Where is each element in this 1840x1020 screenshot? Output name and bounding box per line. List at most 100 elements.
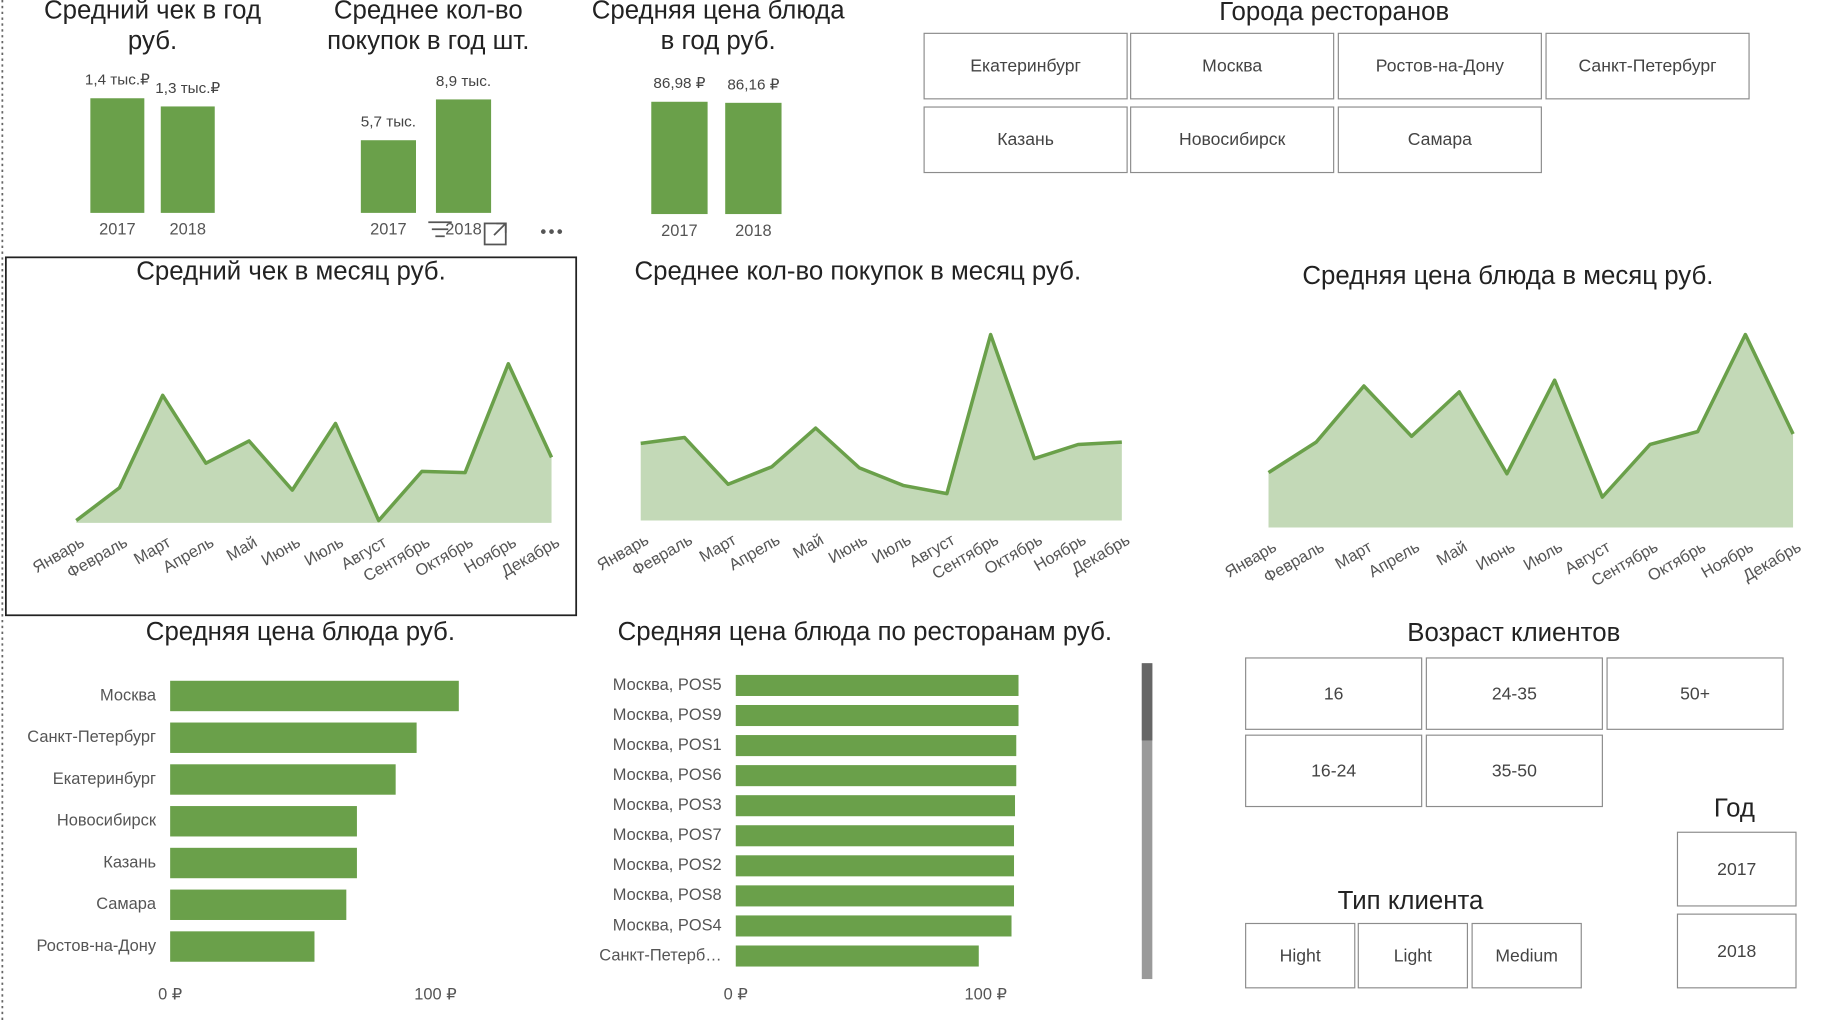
slicer-button[interactable]: 24-35 — [1425, 657, 1603, 730]
x-tick-label: 2017 — [661, 222, 698, 240]
bar — [170, 847, 357, 879]
bar — [735, 945, 979, 967]
visual-header-icons — [428, 221, 507, 246]
value-label: 86,98 ₽ — [653, 75, 705, 92]
bar — [170, 889, 347, 920]
y-tick-label: Москва, POS8 — [613, 886, 722, 904]
bar — [735, 704, 1019, 727]
area-line — [640, 332, 1122, 496]
x-tick-label: 100 ₽ — [414, 986, 456, 1004]
slicer-title: Тип клиента — [1337, 885, 1484, 915]
chart-title: Средний чек в месяц руб. — [136, 256, 446, 286]
bar — [735, 674, 1019, 696]
slicer-button[interactable]: Новосибирск — [1130, 106, 1335, 174]
x-tick-label: Май — [790, 531, 827, 563]
slicer-button[interactable]: Казань — [923, 106, 1128, 174]
bar — [735, 795, 1016, 817]
slicer-button[interactable]: Light — [1357, 922, 1469, 989]
bar — [735, 915, 1012, 937]
chart-title: Среднее кол-во покупок в месяц руб. — [634, 256, 1082, 286]
y-tick-label: Казань — [103, 853, 156, 871]
y-tick-label: Москва, POS5 — [613, 676, 722, 694]
bar — [170, 806, 357, 837]
slicer-button[interactable]: Екатеринбург — [923, 32, 1128, 100]
bar — [651, 101, 708, 215]
bar — [735, 765, 1017, 787]
scrollbar-thumb[interactable] — [1141, 663, 1153, 741]
area-line — [1267, 332, 1795, 499]
slicer-button[interactable]: Москва — [1130, 32, 1335, 100]
chart-title: Среднее кол-во покупок в год шт. — [327, 0, 530, 55]
x-tick-label: Июнь — [258, 533, 303, 569]
area-fill — [640, 334, 1122, 521]
slicer-button[interactable]: 50+ — [1606, 657, 1784, 730]
value-label: 8,9 тыс. — [436, 73, 491, 90]
value-label: 1,4 тыс.₽ — [85, 72, 150, 89]
slicer-button[interactable]: 16-24 — [1245, 734, 1423, 808]
area-line — [75, 362, 554, 523]
value-label: 86,16 ₽ — [727, 76, 779, 93]
x-tick-label: 0 ₽ — [724, 986, 748, 1004]
bar — [160, 106, 215, 213]
x-tick-label: Апрель — [1366, 538, 1423, 581]
x-tick-label: 0 ₽ — [158, 986, 182, 1004]
slicer-title: Год — [1713, 793, 1755, 823]
slicer-title: Города ресторанов — [1219, 0, 1450, 26]
x-tick-label: Июнь — [825, 531, 870, 567]
slicer-title: Возраст клиентов — [1407, 617, 1621, 647]
y-tick-label: Самара — [96, 895, 157, 913]
slicer-button[interactable]: 35-50 — [1425, 734, 1603, 808]
bar — [170, 764, 396, 795]
bar — [725, 102, 782, 215]
y-tick-label: Новосибирск — [57, 812, 157, 830]
bar — [735, 885, 1015, 907]
x-tick-label: 100 ₽ — [965, 986, 1007, 1004]
y-tick-label: Ростов-на-Дону — [36, 937, 156, 955]
x-tick-label: 2018 — [445, 221, 482, 239]
bar — [735, 735, 1017, 757]
x-tick-label: 2017 — [99, 221, 136, 239]
y-tick-label: Москва, POS7 — [613, 826, 722, 844]
bar — [170, 722, 417, 753]
slicer-button[interactable]: Hight — [1245, 922, 1356, 989]
value-label: 1,3 тыс.₽ — [155, 80, 220, 97]
scrollbar-track[interactable] — [1141, 663, 1153, 980]
slicer-button[interactable]: 16 — [1245, 657, 1423, 730]
chart-title: Средний чек в год руб. — [44, 0, 262, 55]
y-tick-label: Москва, POS6 — [613, 766, 722, 784]
chart-title: Средняя цена блюда руб. — [145, 616, 455, 646]
bar — [735, 825, 1015, 847]
bar — [170, 931, 315, 962]
slicer-button[interactable]: 2018 — [1676, 913, 1797, 989]
y-tick-label: Санкт-Петербург — [27, 728, 156, 746]
bar — [735, 855, 1015, 877]
y-tick-label: Москва, POS4 — [613, 916, 722, 934]
x-tick-label: Май — [1434, 538, 1471, 570]
slicer-button[interactable]: 2017 — [1676, 831, 1797, 907]
more-options[interactable] — [540, 229, 563, 234]
x-tick-label: Апрель — [726, 531, 783, 574]
y-tick-label: Москва — [100, 686, 157, 704]
x-tick-label: Июль — [301, 533, 346, 569]
y-tick-label: Москва, POS3 — [613, 796, 722, 814]
x-tick-label: Июль — [869, 531, 914, 567]
slicer-button[interactable]: Самара — [1337, 106, 1542, 174]
x-tick-label: 2018 — [169, 221, 206, 239]
x-tick-label: 2017 — [370, 221, 407, 239]
slicer-button[interactable]: Medium — [1471, 922, 1582, 989]
slicer-button[interactable]: Ростов-на-Дону — [1337, 32, 1542, 100]
bar — [170, 680, 459, 712]
bar — [435, 99, 492, 213]
y-tick-label: Москва, POS1 — [613, 736, 722, 754]
x-tick-label: Май — [223, 533, 260, 565]
value-label: 5,7 тыс. — [361, 114, 416, 131]
x-tick-label: Июнь — [1473, 538, 1518, 574]
x-tick-label: Июль — [1521, 538, 1566, 574]
slicer-button[interactable]: Санкт-Петербург — [1545, 32, 1750, 100]
x-tick-label: 2018 — [735, 222, 772, 240]
y-tick-label: Москва, POS2 — [613, 856, 722, 874]
area-fill — [76, 363, 552, 523]
bar — [90, 98, 145, 213]
